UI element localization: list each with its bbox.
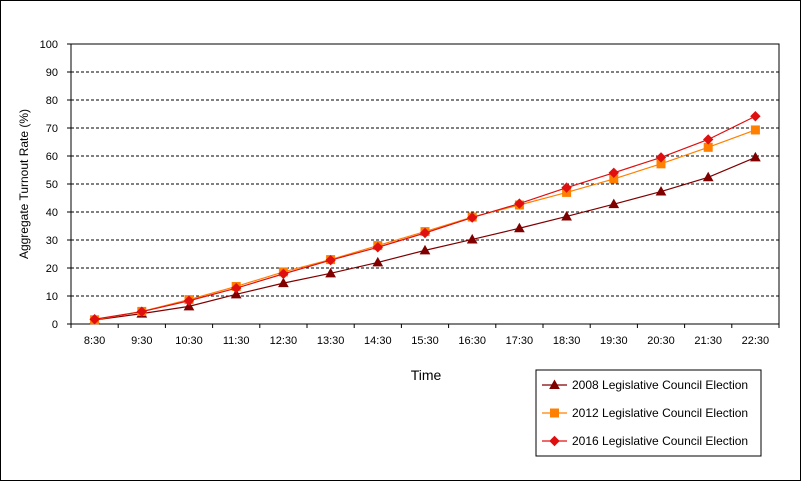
x-tick-label: 9:30 <box>131 335 152 347</box>
data-point <box>514 198 525 209</box>
plot-area-border <box>70 43 780 325</box>
x-tick-label: 17:30 <box>506 335 534 347</box>
x-tick-label: 11:30 <box>223 335 250 347</box>
data-point <box>278 268 289 280</box>
data-point <box>702 134 714 145</box>
legend-entry: 2016 Legislative Council Election <box>542 434 748 448</box>
data-point <box>419 244 431 255</box>
legend-marker <box>549 435 560 447</box>
data-point <box>750 151 761 162</box>
y-tick-label: 0 <box>52 319 58 331</box>
series-line <box>94 115 756 320</box>
legend-entry: 2012 Legislative Council Election <box>542 406 748 420</box>
gridlines <box>71 43 779 297</box>
y-tick-label: 30 <box>46 235 58 247</box>
y-tick-label: 80 <box>46 95 58 107</box>
legend-marker <box>549 379 560 389</box>
legend-marker <box>550 408 559 418</box>
y-tick-label: 90 <box>46 67 58 79</box>
y-tick-label: 40 <box>46 207 58 219</box>
x-tick-label: 10:30 <box>175 335 203 347</box>
y-tick-label: 50 <box>46 179 58 191</box>
data-point <box>136 306 148 317</box>
data-point <box>750 125 760 135</box>
x-axis-title: Time <box>411 367 442 383</box>
data-point <box>655 186 667 196</box>
x-tick-label: 8:30 <box>84 335 105 347</box>
data-point <box>608 167 620 179</box>
x-tick-label: 16:30 <box>458 335 486 347</box>
legend-label: 2016 Legislative Council Election <box>572 434 748 448</box>
data-point <box>561 210 572 221</box>
data-point <box>750 111 761 122</box>
y-axis-ticks: 0 10 20 30 40 50 60 70 80 90 100 <box>40 39 71 331</box>
legend-entry: 2008 Legislative Council Election <box>542 378 748 392</box>
series-group <box>89 111 761 325</box>
y-tick-label: 70 <box>46 123 58 135</box>
x-tick-label: 13:30 <box>317 335 345 347</box>
data-point <box>608 198 620 209</box>
x-tick-label: 22:30 <box>742 335 770 347</box>
legend-label: 2008 Legislative Council Election <box>572 378 748 392</box>
data-point <box>278 277 289 288</box>
data-point <box>325 254 336 266</box>
legend: 2008 Legislative Council Election 2012 Le… <box>535 369 762 457</box>
x-tick-label: 19:30 <box>600 335 628 347</box>
data-point <box>514 222 525 233</box>
y-tick-label: 10 <box>46 291 58 303</box>
legend-box <box>535 369 762 457</box>
x-axis-ticks: 8:30 9:30 10:30 11:30 12:30 13:30 14:30 15:30 16… <box>70 324 780 347</box>
data-point <box>655 152 667 163</box>
data-point <box>230 282 242 294</box>
data-point <box>561 182 572 193</box>
data-point <box>372 242 384 253</box>
x-tick-label: 15:30 <box>411 335 439 347</box>
y-axis-title: Aggregate Turnout Rate (%) <box>17 109 31 259</box>
x-tick-label: 12:30 <box>270 335 298 347</box>
y-tick-label: 100 <box>40 39 58 51</box>
series-3 <box>89 111 761 325</box>
x-tick-label: 18:30 <box>553 335 581 347</box>
x-tick-label: 21:30 <box>694 335 722 347</box>
y-tick-label: 20 <box>46 263 58 275</box>
data-point <box>325 267 336 278</box>
data-point <box>230 288 242 299</box>
x-tick-label: 20:30 <box>647 335 675 347</box>
data-point <box>89 314 100 325</box>
axes <box>70 43 780 325</box>
data-point <box>419 227 431 239</box>
data-point <box>466 212 478 223</box>
y-tick-label: 60 <box>46 151 58 163</box>
legend-label: 2012 Legislative Council Election <box>572 406 748 420</box>
data-point <box>466 233 478 244</box>
data-point <box>183 295 195 306</box>
data-point <box>702 171 714 182</box>
x-tick-label: 14:30 <box>364 335 392 347</box>
data-point <box>372 256 384 267</box>
